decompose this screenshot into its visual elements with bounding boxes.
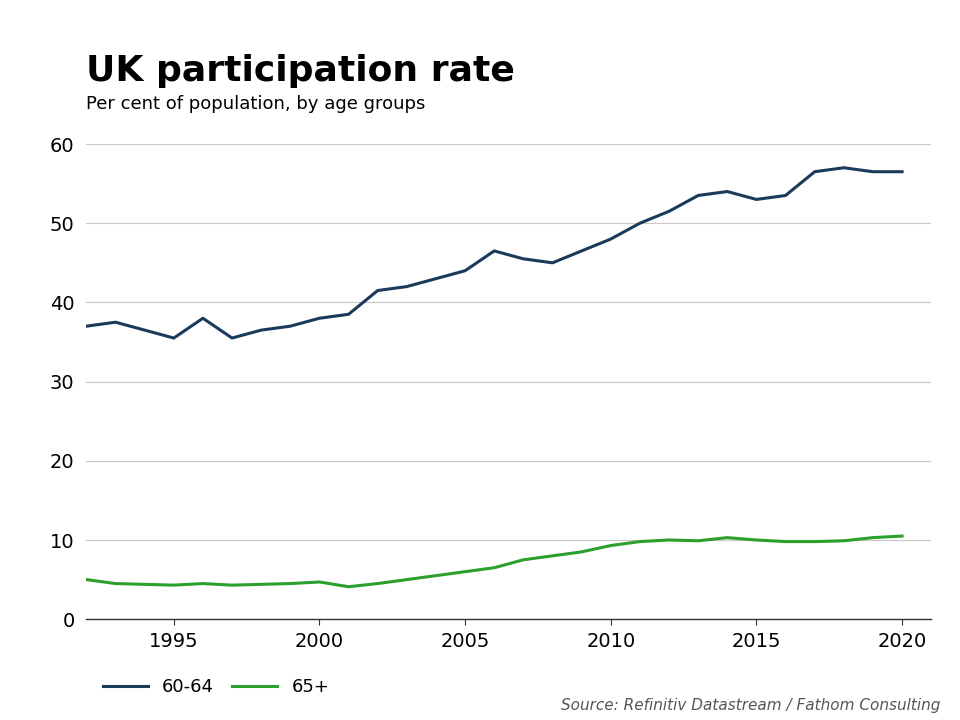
60-64 bbox=[605, 235, 616, 243]
Text: Source: Refinitiv Datastream / Fathom Consulting: Source: Refinitiv Datastream / Fathom Co… bbox=[562, 698, 941, 713]
65+ bbox=[838, 536, 850, 545]
65+ bbox=[284, 579, 296, 588]
65+ bbox=[168, 581, 180, 590]
60-64 bbox=[430, 274, 442, 283]
65+ bbox=[809, 537, 821, 546]
65+ bbox=[227, 581, 238, 590]
60-64 bbox=[547, 258, 559, 267]
65+ bbox=[635, 537, 646, 546]
60-64 bbox=[635, 219, 646, 228]
60-64 bbox=[255, 325, 267, 334]
65+ bbox=[139, 580, 151, 589]
60-64 bbox=[663, 207, 675, 216]
65+ bbox=[255, 580, 267, 589]
65+ bbox=[897, 531, 908, 540]
60-64 bbox=[227, 333, 238, 342]
65+ bbox=[751, 536, 762, 544]
60-64 bbox=[751, 195, 762, 204]
60-64 bbox=[809, 168, 821, 176]
Text: Per cent of population, by age groups: Per cent of population, by age groups bbox=[86, 95, 426, 113]
60-64 bbox=[780, 191, 791, 199]
60-64 bbox=[139, 325, 151, 334]
65+ bbox=[722, 534, 733, 542]
65+ bbox=[605, 541, 616, 550]
60-64 bbox=[489, 246, 500, 256]
65+ bbox=[517, 556, 529, 564]
Legend: 60-64, 65+: 60-64, 65+ bbox=[95, 671, 337, 703]
60-64 bbox=[314, 314, 325, 323]
65+ bbox=[547, 552, 559, 560]
65+ bbox=[867, 534, 878, 542]
60-64 bbox=[109, 318, 121, 327]
60-64 bbox=[867, 168, 878, 176]
60-64 bbox=[459, 266, 470, 275]
65+ bbox=[780, 537, 791, 546]
65+ bbox=[314, 577, 325, 586]
65+ bbox=[430, 572, 442, 580]
60-64 bbox=[401, 282, 413, 291]
65+ bbox=[109, 579, 121, 588]
60-64 bbox=[576, 246, 588, 256]
65+ bbox=[401, 575, 413, 584]
60-64 bbox=[197, 314, 208, 323]
65+ bbox=[692, 536, 704, 545]
Line: 60-64: 60-64 bbox=[86, 168, 902, 338]
65+ bbox=[343, 582, 354, 591]
65+ bbox=[489, 563, 500, 572]
60-64 bbox=[168, 333, 180, 342]
65+ bbox=[663, 536, 675, 544]
65+ bbox=[576, 547, 588, 556]
60-64 bbox=[81, 322, 92, 330]
60-64 bbox=[517, 254, 529, 263]
65+ bbox=[372, 579, 383, 588]
60-64 bbox=[838, 163, 850, 172]
Line: 65+: 65+ bbox=[86, 536, 902, 587]
60-64 bbox=[284, 322, 296, 330]
60-64 bbox=[343, 310, 354, 318]
60-64 bbox=[692, 191, 704, 199]
65+ bbox=[197, 579, 208, 588]
60-64 bbox=[722, 187, 733, 196]
65+ bbox=[459, 567, 470, 576]
60-64 bbox=[897, 168, 908, 176]
65+ bbox=[81, 575, 92, 584]
Text: UK participation rate: UK participation rate bbox=[86, 55, 516, 89]
60-64 bbox=[372, 286, 383, 295]
